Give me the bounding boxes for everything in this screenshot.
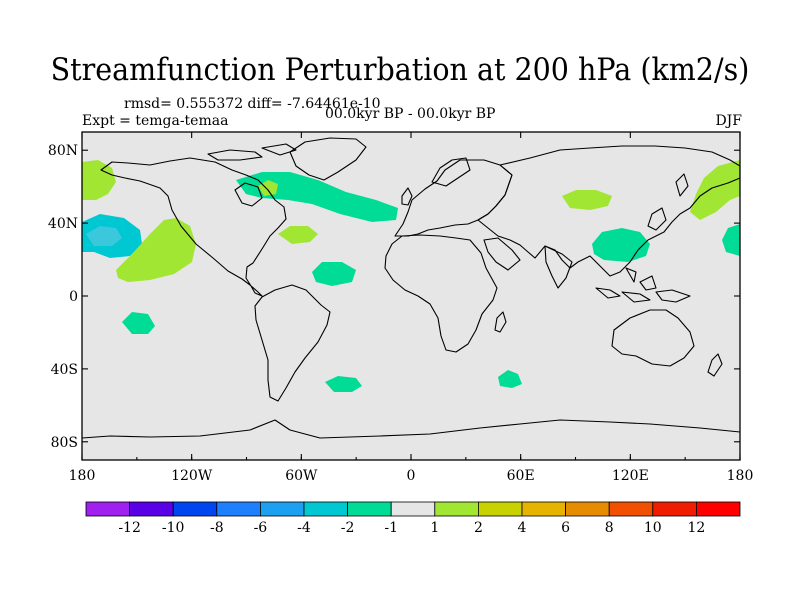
x-tick-label: 0 bbox=[407, 468, 416, 484]
colorbar-swatch bbox=[216, 501, 261, 517]
coastlines bbox=[82, 137, 740, 439]
coast-australia bbox=[611, 309, 695, 367]
anomaly-alaska-bering bbox=[82, 160, 116, 200]
coast-sakhalin bbox=[675, 173, 689, 197]
coast-arabia bbox=[483, 237, 521, 271]
season-text: DJF bbox=[715, 113, 742, 129]
colorbar-swatch bbox=[129, 501, 174, 517]
colorbar-label: -8 bbox=[210, 520, 224, 536]
colorbar-label: -12 bbox=[118, 520, 141, 536]
y-tick-label: 80S bbox=[51, 435, 78, 451]
colorbar-label: -1 bbox=[384, 520, 398, 536]
coast-japan bbox=[647, 207, 667, 231]
anomaly-central-asia bbox=[562, 190, 612, 210]
anomaly-east-pacific-ridge bbox=[116, 218, 196, 282]
anomaly-south-atlantic bbox=[325, 376, 362, 392]
anomaly-layer bbox=[82, 160, 740, 392]
axis-tick-labels: 180 120W 60W 0 60E 120E 180 80N 40N 0 40S 80S bbox=[48, 143, 753, 484]
colorbar-swatch bbox=[434, 501, 479, 517]
chart-title: Streamfunction Perturbation at 200 hPa (… bbox=[50, 52, 750, 88]
y-tick-label: 40N bbox=[48, 216, 78, 232]
anomaly-north-pacific-west-edge bbox=[722, 224, 740, 256]
colorbar-label: -6 bbox=[254, 520, 268, 536]
coast-britain bbox=[401, 187, 413, 206]
colorbar-label: 2 bbox=[474, 520, 483, 536]
colorbar-label: 6 bbox=[561, 520, 570, 536]
coast-south-america bbox=[254, 284, 331, 402]
x-tick-label: 120E bbox=[612, 468, 649, 484]
coast-madagascar bbox=[494, 311, 507, 333]
coast-new-guinea bbox=[655, 289, 691, 303]
coast-antarctica bbox=[82, 419, 740, 439]
coast-asia bbox=[477, 145, 740, 277]
coast-hudson bbox=[234, 182, 263, 207]
colorbar-label: 10 bbox=[644, 520, 662, 536]
coast-new-zealand bbox=[707, 353, 723, 377]
axis-ticks bbox=[81, 132, 741, 460]
colorbar-label: 4 bbox=[518, 520, 527, 536]
x-tick-label: 180 bbox=[69, 468, 96, 484]
colorbar-swatch bbox=[390, 501, 436, 517]
colorbar-swatch bbox=[347, 501, 392, 517]
coast-north-america bbox=[100, 157, 287, 297]
coast-scandinavia bbox=[431, 157, 471, 187]
colorbar-swatch bbox=[521, 501, 566, 517]
x-tick-label: 60W bbox=[285, 468, 318, 484]
colorbar-swatch bbox=[477, 501, 523, 517]
anomaly-core-north-pacific-east bbox=[86, 226, 122, 246]
experiment-text: Expt = temga-temaa bbox=[82, 113, 229, 129]
colorbar: -12 -10 -8 -6 -4 -2 -1 1 2 4 6 8 10 12 bbox=[85, 501, 741, 536]
x-tick-label: 120W bbox=[171, 468, 213, 484]
colorbar-label: -2 bbox=[341, 520, 355, 536]
colorbar-swatch bbox=[85, 501, 130, 517]
colorbar-swatch bbox=[172, 501, 218, 517]
y-tick-label: 40S bbox=[51, 362, 78, 378]
anomaly-south-pacific-east bbox=[122, 312, 155, 334]
map-background bbox=[82, 132, 740, 460]
coast-india bbox=[544, 245, 573, 289]
colorbar-swatch bbox=[303, 501, 348, 517]
colorbar-label: -4 bbox=[297, 520, 311, 536]
colorbar-swatch bbox=[652, 501, 697, 517]
period-text: 00.0kyr BP - 00.0kyr BP bbox=[325, 106, 496, 122]
colorbar-label: 8 bbox=[605, 520, 614, 536]
anomaly-subtropical-atlantic bbox=[312, 262, 356, 286]
coast-greenland bbox=[289, 137, 367, 181]
anomaly-south-indian-ocean bbox=[498, 370, 522, 388]
y-tick-label: 0 bbox=[69, 289, 78, 305]
coast-africa bbox=[384, 234, 498, 353]
anomaly-subtropical-north-atlantic bbox=[278, 226, 318, 244]
coast-arctic-isl bbox=[207, 143, 297, 161]
colorbar-label: -10 bbox=[162, 520, 185, 536]
colorbar-swatch bbox=[608, 501, 654, 517]
stats-text: rmsd= 0.555372 diff= -7.64461e-10 bbox=[124, 96, 381, 112]
anomaly-canada-small bbox=[258, 180, 278, 196]
colorbar-swatch bbox=[259, 501, 305, 517]
anomaly-far-east-siberia bbox=[690, 160, 740, 220]
colorbar-label: 1 bbox=[430, 520, 439, 536]
coast-indonesia bbox=[595, 267, 657, 303]
y-tick-label: 80N bbox=[48, 143, 78, 159]
x-tick-label: 60E bbox=[507, 468, 535, 484]
x-tick-label: 180 bbox=[727, 468, 754, 484]
colorbar-swatch bbox=[565, 501, 610, 517]
colorbar-label: 12 bbox=[687, 520, 705, 536]
colorbar-swatch bbox=[696, 501, 741, 517]
